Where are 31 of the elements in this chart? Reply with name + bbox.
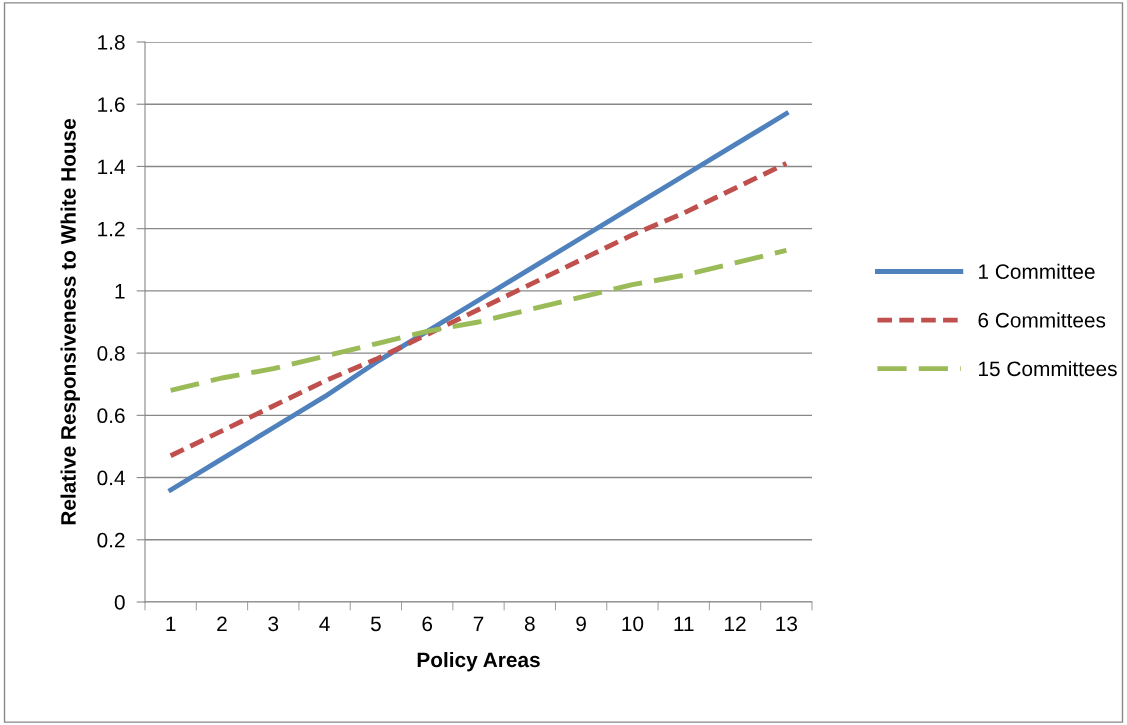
x-tick-label: 1: [166, 616, 176, 631]
x-tick-label: 3: [268, 616, 279, 632]
y-tick-label: 0.6: [97, 408, 125, 424]
x-tick-label: 7: [473, 616, 484, 631]
x-tick-label: 5: [370, 616, 381, 632]
x-tick-label: 9: [576, 616, 586, 632]
y-axis-title: Relative Responsiveness to White House: [60, 118, 80, 525]
line-series: [168, 248, 789, 393]
legend-label: 15 Committees: [979, 360, 1117, 377]
x-tick-label: 10: [622, 616, 644, 632]
x-tick-label: 13: [776, 616, 798, 632]
y-tick-label: 1: [115, 284, 125, 299]
y-tick-label: 1.8: [98, 35, 125, 50]
y-tick-label: 0.4: [97, 470, 125, 486]
y-tick-label: 0.8: [97, 346, 125, 361]
x-tick-label: 12: [725, 616, 746, 631]
legend-label: 6 Committees: [978, 312, 1106, 328]
y-tick-label: 1.2: [98, 221, 125, 237]
y-tick-label: 1.6: [98, 97, 125, 112]
legend-label: 1 Committee: [979, 263, 1095, 280]
x-tick-label: 6: [422, 616, 433, 632]
y-tick-label: 0: [114, 595, 125, 610]
line-series: [168, 160, 789, 459]
x-tick-label: 2: [217, 616, 227, 631]
y-tick-label: 1.4: [98, 159, 125, 174]
y-tick-label: 0.2: [97, 532, 125, 548]
x-axis-title: Policy Areas: [417, 651, 540, 672]
x-tick-label: 11: [674, 616, 694, 631]
x-tick-label: 4: [319, 616, 330, 631]
line-series: [168, 111, 789, 493]
x-tick-label: 8: [524, 616, 535, 632]
